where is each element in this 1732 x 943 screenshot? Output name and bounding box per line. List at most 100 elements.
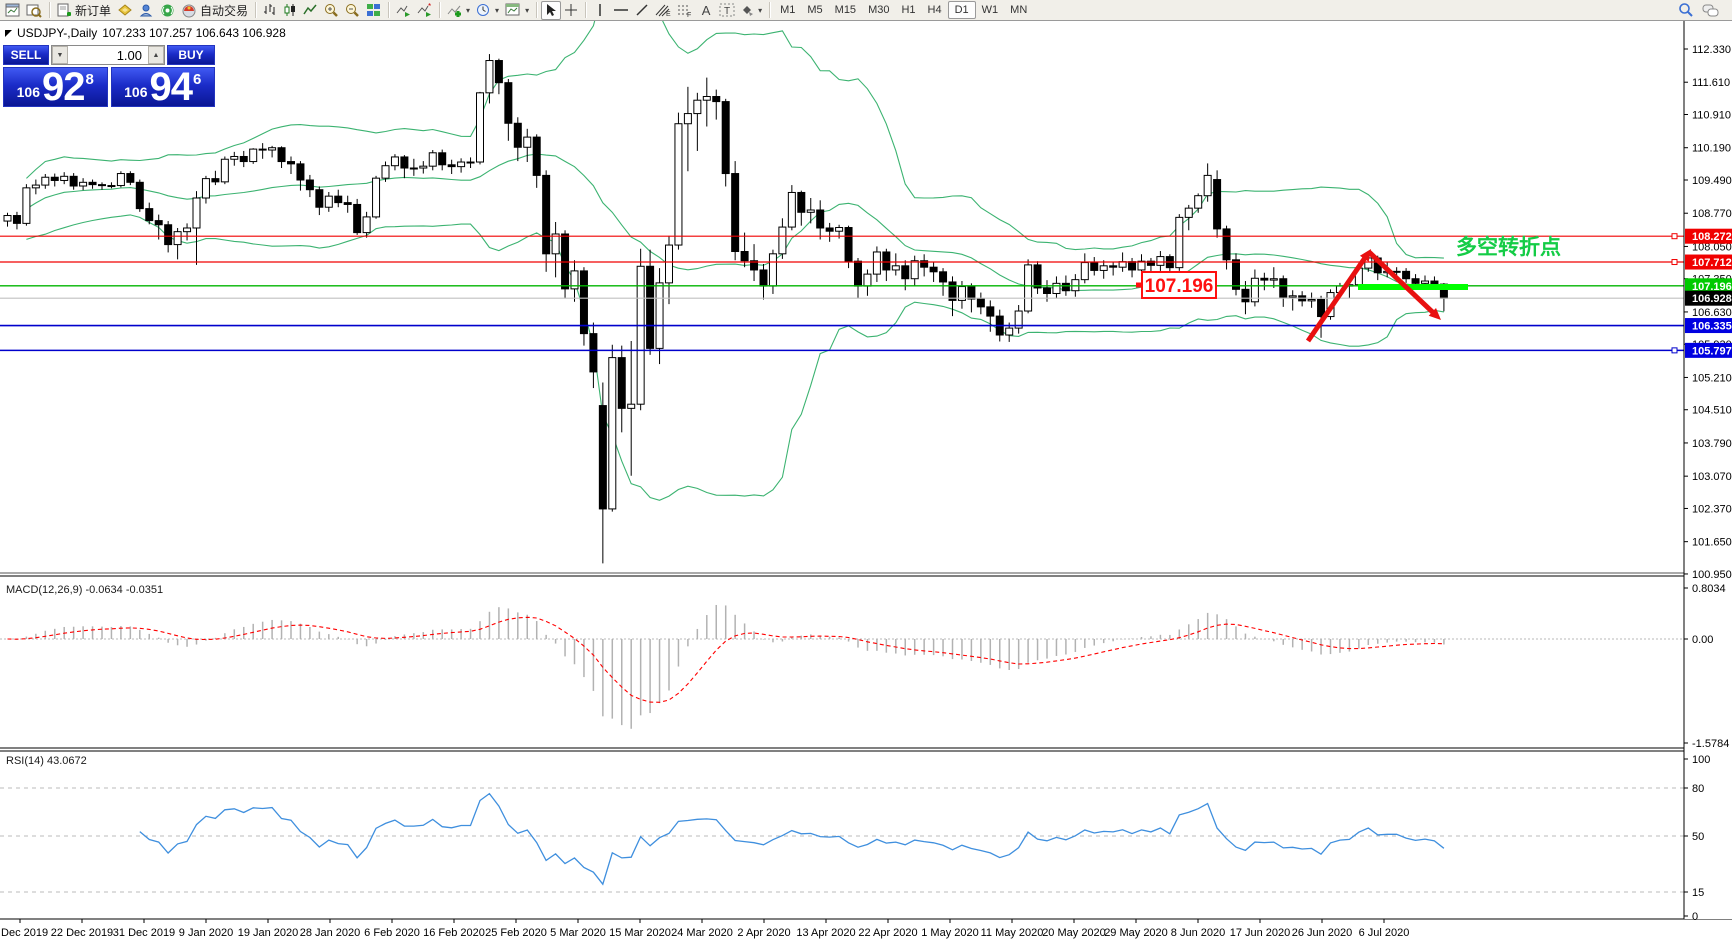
chart-ohlc-values: 107.233 107.257 106.643 106.928 (102, 26, 286, 40)
svg-text:25 Feb 2020: 25 Feb 2020 (485, 927, 547, 939)
cursor-tool[interactable] (541, 0, 562, 20)
chart-marker-icon (5, 29, 12, 37)
sell-price-button[interactable]: 106 92 8 (3, 67, 108, 107)
svg-text:106.335: 106.335 (1692, 321, 1732, 333)
signals-button[interactable] (157, 1, 178, 20)
chevron-down-icon: ▾ (466, 5, 471, 15)
indicators-button[interactable]: ▾ (444, 1, 473, 20)
shapes-icon (743, 5, 754, 16)
sell-price-big: 92 (42, 65, 85, 109)
community-button[interactable] (136, 1, 157, 20)
svg-text:0.8034: 0.8034 (1692, 583, 1726, 595)
one-click-trading-panel: SELL ▼ 1.00 ▲ BUY 106 92 8 106 94 6 (3, 45, 215, 107)
svg-text:111.610: 111.610 (1692, 77, 1730, 89)
line-chart-button[interactable] (300, 1, 321, 20)
candlestick-button[interactable] (280, 1, 300, 20)
timeframe-m30[interactable]: M30 (868, 4, 890, 16)
volume-value[interactable]: 1.00 (116, 47, 142, 63)
horizontal-line-icon (614, 9, 629, 11)
rsi-line (139, 792, 1445, 886)
timeframe-d1[interactable]: D1 (947, 1, 976, 19)
buy-price-big: 94 (149, 65, 193, 109)
svg-text:108.050: 108.050 (1692, 241, 1732, 253)
trend-arrow-0[interactable] (1305, 252, 1370, 343)
search-icon[interactable] (1678, 2, 1694, 18)
new-order-button[interactable]: 新订单 (54, 1, 114, 20)
svg-text:107.712: 107.712 (1692, 257, 1732, 269)
volume-increase-button[interactable]: ▲ (148, 46, 164, 64)
chart-shift-icon: * (417, 3, 431, 17)
horizontal-line-tool[interactable] (610, 1, 632, 20)
buy-price-button[interactable]: 106 94 6 (110, 65, 215, 109)
channel-icon: E (655, 4, 671, 17)
buy-button[interactable]: BUY (167, 45, 215, 65)
vertical-line-icon (599, 4, 601, 16)
toolbar: 新订单 自动交易 (0, 0, 1732, 21)
svg-text:100.950: 100.950 (1692, 569, 1732, 581)
text-label-icon: T (719, 3, 735, 17)
signals-icon (161, 4, 174, 16)
macd-label: MACD(12,26,9) -0.0634 -0.0351 (6, 584, 164, 596)
toolbar-separator (536, 2, 538, 18)
price-badge-107.196 (1685, 278, 1732, 294)
chart-window-icon (5, 3, 20, 17)
timeframe-w1[interactable]: W1 (981, 4, 999, 16)
tile-windows-button[interactable] (363, 1, 384, 20)
price-axis[interactable]: 112.330 111.610 110.910 110.190 109.490 108.7… (1683, 21, 1732, 923)
timeframe-group: M1 M5 M15 M30 H1 H4 D1 W1 MN (774, 1, 1033, 19)
fibonacci-tool[interactable]: F (674, 1, 696, 20)
templates-button[interactable]: ▾ (502, 1, 532, 20)
vertical-line-tool[interactable] (590, 1, 610, 20)
auto-scroll-button[interactable] (393, 1, 414, 20)
text-tool[interactable]: A (701, 2, 711, 18)
zoom-in-button[interactable] (321, 1, 342, 20)
text-label-tool[interactable]: T (716, 1, 738, 20)
svg-text:6 Jul 2020: 6 Jul 2020 (1359, 927, 1410, 939)
chat-icon[interactable] (1702, 3, 1720, 18)
metaeditor-button[interactable] (114, 1, 136, 20)
price-badge-107.712 (1685, 254, 1732, 270)
timeframe-mn[interactable]: MN (1010, 4, 1028, 16)
svg-text:2 Apr 2020: 2 Apr 2020 (737, 927, 790, 939)
profiles-button[interactable] (23, 1, 45, 20)
toolbar-separator (585, 2, 587, 18)
svg-text:106.630: 106.630 (1692, 307, 1732, 319)
crosshair-tool[interactable] (561, 1, 581, 20)
buy-price-sup: 6 (193, 71, 202, 88)
svg-text:110.190: 110.190 (1692, 143, 1731, 155)
timeframe-m15[interactable]: M15 (834, 4, 857, 16)
svg-text:50: 50 (1692, 831, 1704, 843)
zoom-out-button[interactable] (342, 1, 363, 20)
svg-text:107.196: 107.196 (1692, 281, 1732, 293)
bar-chart-button[interactable] (260, 1, 280, 20)
timeframe-m5[interactable]: M5 (807, 4, 823, 16)
volume-spinner[interactable]: ▼ 1.00 ▲ (51, 45, 165, 65)
toolbar-separator (439, 2, 441, 18)
new-chart-button[interactable] (2, 1, 23, 20)
price-annotation-box[interactable] (1141, 271, 1217, 299)
volume-decrease-button[interactable]: ▼ (52, 46, 68, 64)
svg-text:109.490: 109.490 (1692, 175, 1732, 187)
sell-button[interactable]: SELL (3, 45, 49, 65)
autotrading-button[interactable]: 自动交易 (178, 1, 251, 20)
timeframe-h4[interactable]: H4 (927, 4, 942, 16)
sell-price-sup: 8 (85, 71, 94, 88)
svg-text:5 Mar 2020: 5 Mar 2020 (550, 927, 606, 939)
chart-title: USDJPY-,Daily 107.233 107.257 106.643 10… (5, 26, 286, 40)
chart-shift-button[interactable]: * (414, 1, 435, 20)
trend-arrow-1[interactable] (1367, 250, 1439, 318)
arrows-tool[interactable]: ▾ (738, 1, 765, 20)
community-icon (139, 4, 153, 16)
timeframe-m1[interactable]: M1 (780, 4, 796, 16)
equidistant-channel-tool[interactable]: E (652, 1, 674, 20)
timeframe-h1[interactable]: H1 (901, 4, 916, 16)
svg-text:103.070: 103.070 (1692, 471, 1732, 483)
cursor-icon (547, 4, 557, 16)
autotrading-label: 自动交易 (200, 3, 249, 18)
chevron-down-icon: ▾ (758, 5, 763, 15)
trendline-tool[interactable] (632, 1, 652, 20)
periods-button[interactable]: ▾ (473, 1, 502, 20)
turning-point-label: 多空转折点 (1456, 235, 1561, 259)
